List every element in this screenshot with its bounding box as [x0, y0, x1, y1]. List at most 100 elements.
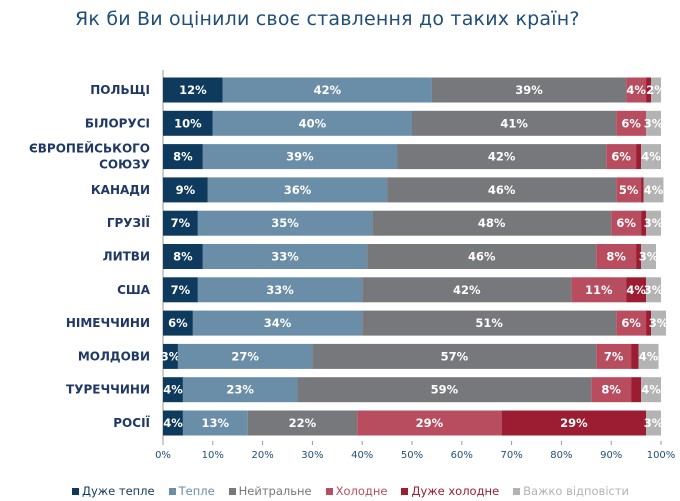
bar-segment: [616, 310, 647, 336]
data-label: 4%: [639, 349, 659, 363]
bar-segment: [651, 77, 661, 103]
bar-segment: [431, 77, 627, 103]
bar-segment: [197, 277, 363, 303]
data-label: 27%: [231, 349, 259, 363]
bar-segment: [626, 77, 647, 103]
data-label: 22%: [289, 416, 317, 430]
bar-segment: [646, 310, 652, 336]
bar-segment: [626, 277, 647, 303]
bar-segment: [163, 410, 183, 436]
data-label: 8%: [173, 150, 193, 164]
bar-segment: [357, 410, 502, 436]
data-label: 3%: [649, 316, 669, 330]
bar-segment: [212, 110, 412, 136]
data-label: 11%: [585, 283, 613, 297]
category-label: КАНАДИ: [91, 183, 150, 197]
bar-segment: [387, 177, 617, 203]
data-label: 4%: [163, 416, 183, 430]
legend-label: Дуже холодне: [411, 484, 500, 498]
data-label: 10%: [174, 116, 202, 130]
bar-segment: [638, 343, 659, 369]
bar-segment: [412, 110, 617, 136]
category-label: ЄВРОПЕЙСЬКОГО: [29, 141, 150, 156]
data-label: 9%: [176, 183, 196, 197]
category-label: ПОЛЬЩІ: [90, 83, 150, 97]
data-label: 48%: [478, 216, 506, 230]
legend-item: Нейтральне: [228, 484, 312, 498]
x-tick-label: 30%: [301, 450, 323, 461]
x-tick-label: 80%: [550, 450, 572, 461]
data-label: 3%: [644, 116, 664, 130]
bar-segment: [397, 144, 607, 170]
data-label: 4%: [641, 383, 661, 397]
bar-segment: [362, 277, 572, 303]
bar-segment: [651, 310, 666, 336]
bar-segment: [362, 310, 617, 336]
data-label: 7%: [171, 283, 191, 297]
x-tick-label: 20%: [251, 450, 273, 461]
bar-segment: [631, 343, 639, 369]
data-label: 6%: [168, 316, 188, 330]
data-label: 8%: [173, 250, 193, 264]
bar-segment: [163, 177, 208, 203]
legend-label: Холодне: [335, 484, 388, 498]
data-label: 6%: [616, 216, 636, 230]
legend-swatch: [168, 487, 176, 495]
bar-segment: [646, 110, 661, 136]
bar-segment: [202, 244, 368, 269]
bar-segment: [641, 144, 661, 170]
chart-title: Як би Ви оцінили своє ставлення до таких…: [75, 8, 580, 30]
legend-label: Важко відповісти: [523, 484, 630, 498]
data-label: 29%: [416, 416, 444, 430]
category-label: ГРУЗІЇ: [107, 215, 151, 230]
bar-segment: [163, 144, 203, 170]
category-label: ЛИТВИ: [103, 250, 150, 264]
bar-segment: [636, 144, 642, 170]
bar-segment: [596, 244, 637, 269]
data-label: 13%: [202, 416, 230, 430]
data-label: 8%: [606, 250, 626, 264]
category-label: МОЛДОВИ: [78, 349, 150, 363]
data-label: 51%: [475, 316, 503, 330]
data-label: 6%: [611, 150, 631, 164]
bar-segment: [641, 244, 657, 269]
bar-segment: [591, 377, 632, 403]
data-label: 3%: [644, 216, 664, 230]
x-tick-label: 90%: [600, 450, 622, 461]
bar-segment: [631, 377, 642, 403]
legend-swatch: [228, 487, 236, 495]
data-label: 41%: [500, 116, 528, 130]
bar-segment: [646, 410, 661, 436]
category-label: РОСІЇ: [113, 415, 150, 430]
bar-segment: [202, 144, 398, 170]
bar-segment: [641, 210, 647, 236]
data-label: 40%: [299, 116, 327, 130]
data-label: 3%: [639, 250, 659, 264]
x-tick-label: 50%: [401, 450, 423, 461]
data-label: 4%: [641, 150, 661, 164]
x-tick-label: 100%: [647, 450, 676, 461]
category-label: НІМЕЧЧИНИ: [66, 316, 150, 330]
legend-item: Дуже тепле: [72, 484, 155, 498]
data-label: 23%: [226, 383, 254, 397]
bar-segment: [616, 110, 647, 136]
data-label: 8%: [601, 383, 621, 397]
data-label: 2%: [646, 83, 666, 97]
bar-segment: [163, 210, 198, 236]
data-label: 6%: [621, 316, 641, 330]
legend-swatch: [325, 487, 333, 495]
data-label: 4%: [163, 383, 183, 397]
bar-segment: [501, 410, 647, 436]
bar-segment: [646, 210, 661, 236]
bar-segment: [163, 377, 183, 403]
category-label: США: [117, 283, 151, 297]
data-label: 42%: [314, 83, 342, 97]
data-label: 33%: [271, 250, 299, 264]
data-label: 42%: [453, 283, 481, 297]
data-label: 4%: [626, 283, 646, 297]
bar-segment: [596, 343, 632, 369]
category-label: БІЛОРУСІ: [85, 116, 150, 130]
category-label: СОЮЗУ: [99, 158, 150, 172]
bar-segment: [616, 177, 642, 203]
data-label: 7%: [604, 349, 624, 363]
